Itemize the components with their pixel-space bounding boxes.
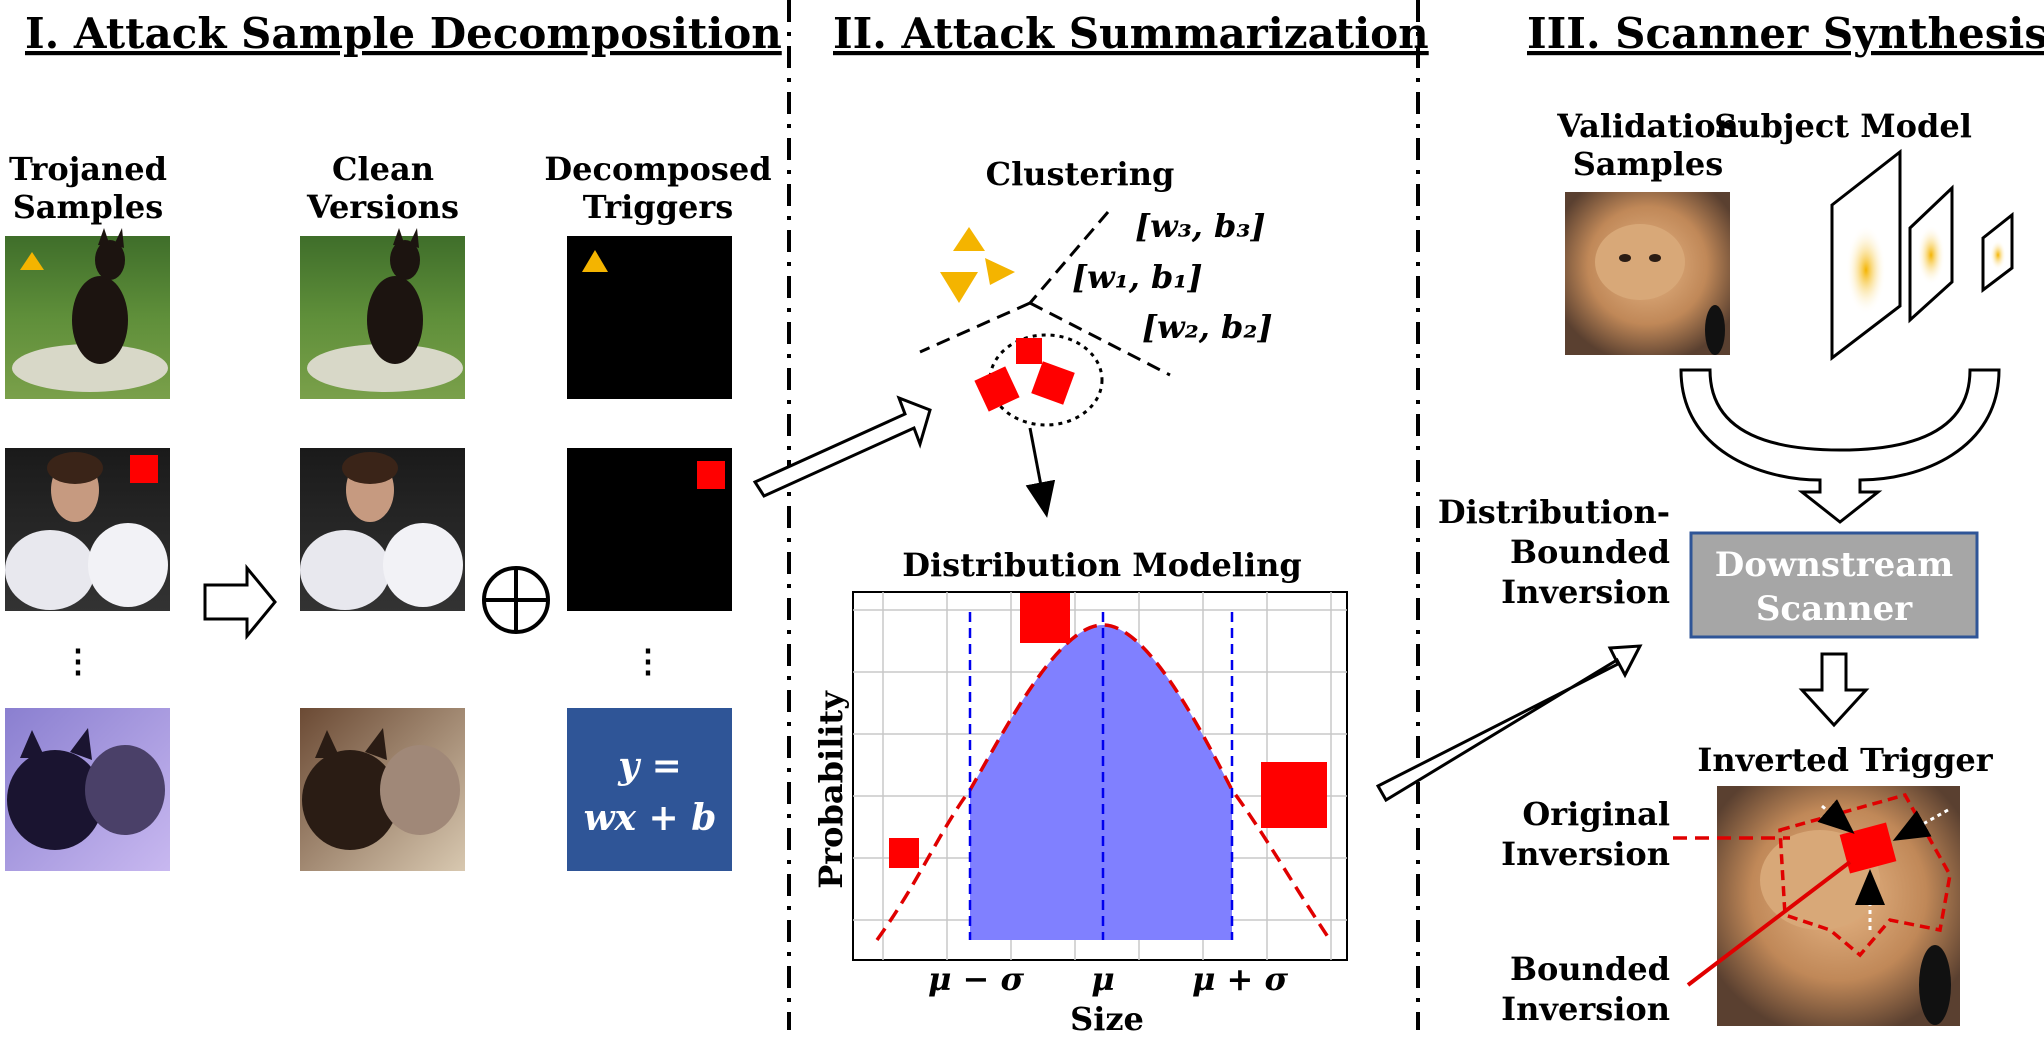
scanner-line1: Downstream [1715,545,1954,585]
trojaned-cat-image [5,708,170,871]
ellipsis-trojaned: ⋮ [62,642,94,680]
process-arrow-icon [203,563,277,641]
section-title-synthesis: III. Scanner Synthesis [1527,9,2044,58]
tick-mu: μ [1091,960,1114,998]
bounded-inversion-line2: Inversion [1501,990,1670,1028]
decomposed-label-line1: Decomposed [544,150,771,188]
bounded-inversion-trigger [1839,822,1897,874]
section-title-decomposition: I. Attack Sample Decomposition [25,9,782,58]
subject-model-label: Subject Model [1714,107,1972,145]
yellow-cluster-triangle-3 [985,258,1015,285]
clustering-title: Clustering [986,155,1175,193]
decomposed-trigger-red [567,448,732,611]
red-cluster-square-3 [1031,361,1075,405]
red-trigger-icon [130,455,158,483]
bounded-inversion-line1: Bounded [1510,950,1670,988]
decomposed-trigger-yellow [567,236,732,399]
validation-kitten-image [1565,192,1730,355]
scanner-line2: Scanner [1756,589,1913,629]
dist-bounded-line2: Bounded [1510,533,1670,571]
distribution-shaded-area [970,625,1232,940]
cluster-label-w3b3: [w₃, b₃] [1135,207,1266,245]
yellow-cluster-triangle-1 [953,227,985,251]
merge-arrow-icon [1679,368,2001,524]
cluster-label-w1b1: [w₁, b₁] [1072,258,1203,296]
clean-cat-image [300,708,465,871]
trojaned-dog-image [5,228,170,399]
trojaned-label-line1: Trojaned [9,150,167,188]
clustering-to-distribution-arrow [1025,427,1056,518]
section-title-summarization: II. Attack Summarization [833,9,1429,58]
trojaned-woman-image [5,448,170,611]
red-trigger-icon [697,461,725,489]
formula-line1: y = [617,745,682,787]
subject-model-icon [1830,148,2014,362]
validation-label-line1: Validation [1556,107,1739,145]
original-inversion-line1: Original [1522,795,1670,833]
cluster-label-w2b2: [w₂, b₂] [1142,308,1273,346]
decomposed-label-line2: Triggers [583,188,733,226]
red-size-large [1261,762,1327,828]
validation-label-line2: Samples [1573,145,1724,183]
big-arrow-to-scanner-icon [1375,644,1643,803]
red-size-small [889,838,919,868]
downstream-scanner-box: Downstream Scanner [1689,531,1979,639]
cluster-boundary-top [1028,211,1110,304]
cluster-boundary-right [1029,301,1171,377]
yellow-trigger-icon [20,252,44,270]
yellow-trigger-icon [582,250,608,272]
clean-woman-image [300,448,465,611]
cluster-boundary-left [919,301,1031,354]
bounded-inversion-pointer [1686,860,1852,987]
dist-bounded-line3: Inversion [1501,573,1670,611]
red-cluster-ellipse [988,333,1104,427]
formula-line2: wx + b [584,797,717,839]
scanner-down-arrow-icon [1798,652,1870,728]
formula-box: y = wx + b [567,708,732,871]
distribution-xlabel: Size [1070,1000,1144,1038]
distribution-title: Distribution Modeling [902,546,1302,584]
red-cluster-square-2 [974,366,1020,412]
big-arrow-to-clustering-icon [752,395,932,498]
trojaned-label-line2: Samples [13,188,164,226]
distribution-ylabel: Probability [812,690,850,889]
clean-label-line1: Clean [332,150,434,188]
red-size-mean [1020,593,1070,643]
tick-mu-plus-sigma: μ + σ [1192,960,1289,998]
ellipsis-triggers: ⋮ [632,642,664,680]
red-cluster-square-1 [1016,338,1042,364]
dist-bounded-line1: Distribution- [1438,493,1670,531]
yellow-cluster-triangle-2 [940,272,978,303]
inverted-trigger-image [1717,786,1960,1026]
distribution-gaussian-curve [875,623,1332,942]
inverted-trigger-title: Inverted Trigger [1697,741,1993,779]
oplus-icon [482,566,550,634]
original-inversion-line2: Inversion [1501,835,1670,873]
tick-mu-minus-sigma: μ − σ [928,960,1025,998]
clean-dog-image [300,228,465,399]
distribution-plot [852,591,1348,961]
clean-label-line2: Versions [306,188,459,226]
